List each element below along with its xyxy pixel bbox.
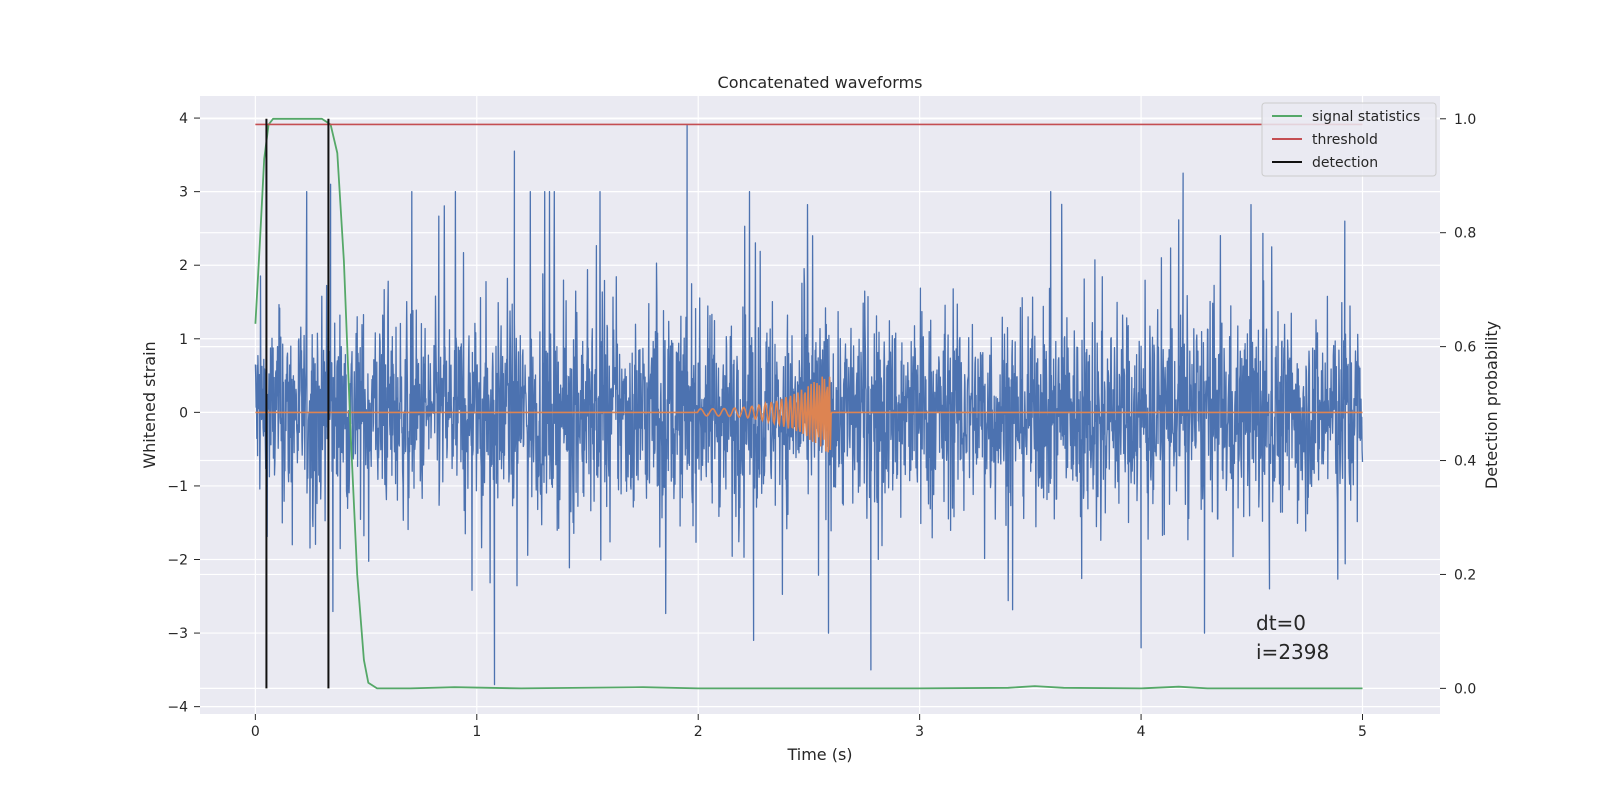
x-tick-label: 4 bbox=[1137, 724, 1146, 740]
y-tick-label: −1 bbox=[167, 479, 188, 495]
y-right-tick-label: 0.8 bbox=[1454, 226, 1476, 242]
y-tick-label: 2 bbox=[179, 258, 188, 274]
x-tick-label: 0 bbox=[251, 724, 260, 740]
chart-title: Concatenated waveforms bbox=[718, 73, 923, 92]
y-right-tick-label: 0.0 bbox=[1454, 681, 1476, 697]
series-injected-waveform bbox=[255, 376, 1363, 453]
legend-box bbox=[1261, 102, 1437, 177]
x-axis-label: Time (s) bbox=[786, 745, 852, 764]
y-right-tick-label: 1.0 bbox=[1454, 112, 1476, 128]
x-tick-label: 3 bbox=[915, 724, 924, 740]
y-tick-label: 3 bbox=[179, 185, 188, 201]
plot-content bbox=[254, 117, 1364, 690]
y-tick-label: −3 bbox=[167, 626, 188, 642]
legend-label-detection: detection bbox=[1312, 155, 1378, 171]
series-whitened-strain bbox=[254, 124, 1364, 686]
y-right-tick-label: 0.4 bbox=[1454, 454, 1476, 470]
legend-label-signal-statistics: signal statistics bbox=[1312, 109, 1420, 125]
series-signal-statistics bbox=[254, 117, 1363, 690]
y-tick-label: 0 bbox=[179, 405, 188, 421]
y-right-tick-label: 0.2 bbox=[1454, 567, 1476, 583]
y-tick-label: −4 bbox=[167, 700, 188, 716]
y-tick-label: −2 bbox=[167, 553, 188, 569]
legend-label-threshold: threshold bbox=[1312, 132, 1378, 148]
annotation-index: i=2398 bbox=[1256, 640, 1329, 664]
x-tick-label: 5 bbox=[1358, 724, 1367, 740]
y-right-tick-label: 0.6 bbox=[1454, 340, 1476, 356]
axes: 0 1 2 3 4 5 −4 −3 −2 −1 0 1 2 3 4 0.0 0.2 0.4 0.6 0.8 1.0 bbox=[167, 111, 1476, 740]
legend: signal statistics threshold detection bbox=[1261, 102, 1437, 177]
y-tick-label: 1 bbox=[179, 332, 188, 348]
x-tick-label: 1 bbox=[472, 724, 481, 740]
y-axis-label: Whitened strain bbox=[140, 341, 159, 468]
x-tick-label: 2 bbox=[694, 724, 703, 740]
y-tick-label: 4 bbox=[179, 111, 188, 127]
annotation-dt: dt=0 bbox=[1256, 611, 1306, 635]
y-axis-right-label: Detection probability bbox=[1482, 321, 1501, 489]
